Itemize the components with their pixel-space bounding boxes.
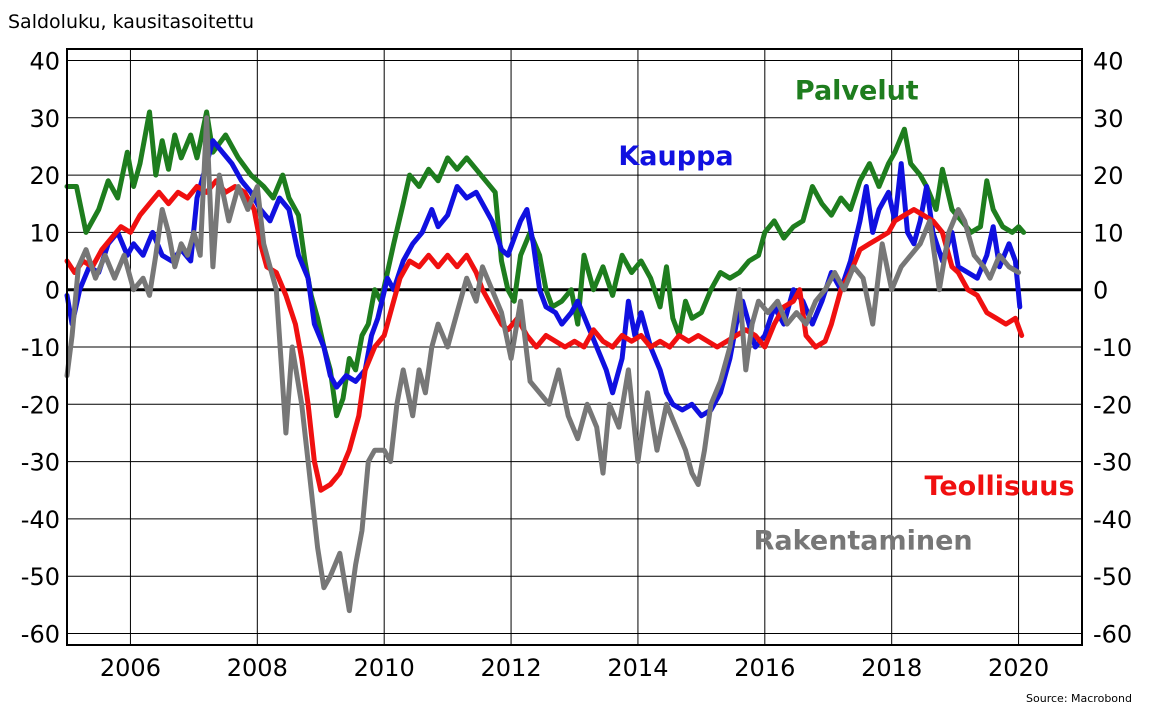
y-tick-label-right: 40 xyxy=(1093,47,1124,75)
y-tick-label-left: -60 xyxy=(21,621,60,649)
plot-frame xyxy=(66,48,1083,646)
y-tick-label-left: 0 xyxy=(45,277,60,305)
y-tick-label-left: -20 xyxy=(21,391,60,419)
x-tick-label: 2010 xyxy=(354,654,415,682)
series-label-kauppa: Kauppa xyxy=(618,141,733,172)
y-tick-label-left: -10 xyxy=(21,334,60,362)
series-line-rakentaminen xyxy=(64,115,1022,614)
y-axis-left-ticks: 40 30 20 10 0 -10 -20 -30 -40 -50 -60 xyxy=(21,47,60,648)
x-tick-label: 2014 xyxy=(607,654,668,682)
y-tick-label-right: 20 xyxy=(1093,162,1124,190)
x-tick-label: 2016 xyxy=(734,654,795,682)
y-tick-label-right: 30 xyxy=(1093,105,1124,133)
series-lines xyxy=(64,109,1027,614)
y-tick-label-right: -30 xyxy=(1093,449,1132,477)
x-tick-label: 2018 xyxy=(861,654,922,682)
y-tick-label-right: 0 xyxy=(1093,277,1108,305)
x-tick-label: 2020 xyxy=(988,654,1049,682)
y-tick-label-left: -30 xyxy=(21,449,60,477)
y-tick-label-right: -10 xyxy=(1093,334,1132,362)
y-tick-label-right: -60 xyxy=(1093,621,1132,649)
y-tick-label-left: 30 xyxy=(29,105,60,133)
series-label-teollisuus: Teollisuus xyxy=(925,471,1075,502)
y-tick-label-left: 20 xyxy=(29,162,60,190)
y-tick-label-right: -20 xyxy=(1093,391,1132,419)
y-tick-label-right: -50 xyxy=(1093,563,1132,591)
series-label-palvelut: Palvelut xyxy=(795,75,919,106)
y-axis-right-ticks: 40 30 20 10 0 -10 -20 -30 -40 -50 -60 xyxy=(1093,47,1132,648)
series-line-kauppa xyxy=(64,138,1023,419)
y-tick-label-left: 10 xyxy=(29,219,60,247)
x-tick-label: 2006 xyxy=(100,654,161,682)
y-tick-label-right: -40 xyxy=(1093,506,1132,534)
y-tick-label-left: -40 xyxy=(21,506,60,534)
x-tick-label: 2008 xyxy=(227,654,288,682)
y-tick-label-right: 10 xyxy=(1093,219,1124,247)
x-axis-ticks: 2006 2008 2010 2012 2014 2016 2018 2020 xyxy=(100,654,1049,682)
y-axis-label: Saldoluku, kausitasoitettu xyxy=(8,11,254,33)
series-label-rakentaminen: Rakentaminen xyxy=(754,525,973,556)
y-tick-label-left: 40 xyxy=(29,47,60,75)
x-tick-label: 2012 xyxy=(481,654,542,682)
series-labels: Palvelut Kauppa Teollisuus Rakentaminen xyxy=(618,75,1074,556)
source-note: Source: Macrobond xyxy=(1026,692,1132,705)
series-line-teollisuus xyxy=(64,178,1025,493)
y-tick-label-left: -50 xyxy=(21,563,60,591)
